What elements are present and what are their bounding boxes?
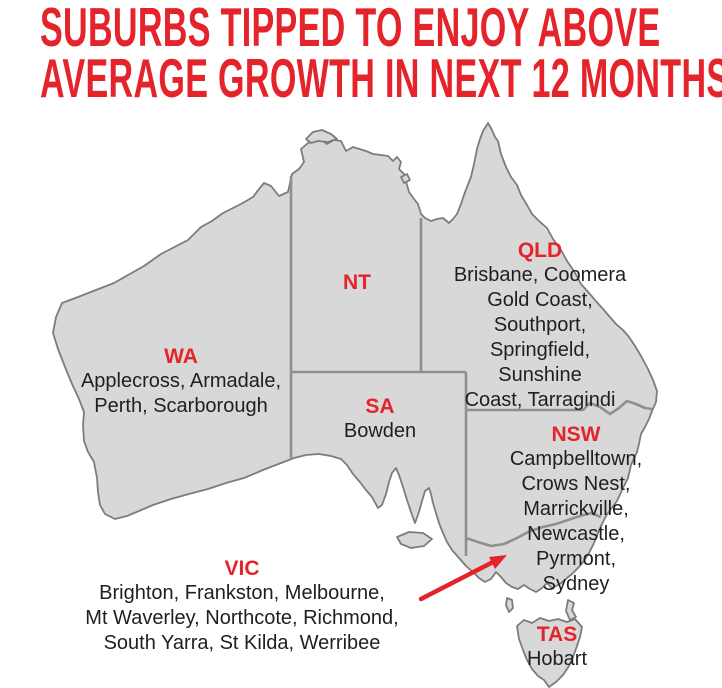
state-label-nsw: NSW <box>551 423 601 446</box>
state-label-tas: TAS <box>536 623 578 646</box>
state-border-qld-nsw <box>466 399 653 416</box>
page-title-line2: AVERAGE GROWTH IN NEXT 12 MONTHS <box>40 47 722 109</box>
melville-island <box>305 129 338 144</box>
state-label-wa: WA <box>164 345 198 368</box>
state-block-tas: TAS Hobart <box>527 623 587 672</box>
state-block-nsw: NSW Campbelltown, Crows Nest, Marrickvil… <box>503 423 649 597</box>
suburb-list-tas: Hobart <box>526 648 588 670</box>
vic-pointer-arrow <box>418 555 507 602</box>
state-block-nt: NT <box>343 271 371 295</box>
state-block-sa: SA Bowden <box>344 395 416 444</box>
kangaroo-island <box>396 531 433 549</box>
mainland-outline <box>52 122 658 593</box>
flinders-island <box>565 599 577 621</box>
page-title: SUBURBS TIPPED TO ENJOY ABOVE AVERAGE GR… <box>40 0 722 109</box>
suburb-list-sa: Bowden <box>343 420 417 442</box>
suburb-list-vic: Brighton, Frankston, Melbourne, Mt Waver… <box>85 582 399 654</box>
state-block-wa: WA Applecross, Armadale, Perth, Scarboro… <box>81 345 281 419</box>
page-title-line1: SUBURBS TIPPED TO ENJOY ABOVE <box>40 0 661 58</box>
state-block-qld: QLD Brisbane, Coomera Gold Coast, Southp… <box>449 239 631 413</box>
groote-island <box>400 173 411 184</box>
state-block-vic: VIC Brighton, Frankston, Melbourne, Mt W… <box>85 557 398 656</box>
state-label-nt: NT <box>343 271 371 294</box>
state-label-sa: SA <box>365 395 395 418</box>
state-label-qld: QLD <box>517 239 563 262</box>
tasmania-outline <box>516 617 583 688</box>
suburb-list-nsw: Campbelltown, Crows Nest, Marrickville, … <box>509 448 643 595</box>
state-border-nsw-vic <box>465 511 602 548</box>
suburb-list-wa: Applecross, Armadale, Perth, Scarborough <box>80 370 282 417</box>
king-island <box>505 597 514 613</box>
state-label-vic: VIC <box>224 557 260 580</box>
suburb-list-qld: Brisbane, Coomera Gold Coast, Southport,… <box>453 264 627 411</box>
